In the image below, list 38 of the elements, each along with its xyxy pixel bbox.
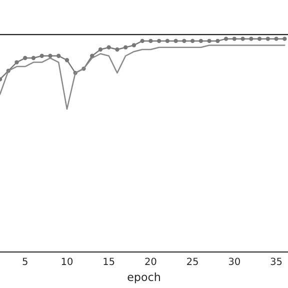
point: [98, 47, 103, 52]
point: [198, 38, 204, 44]
point: [156, 38, 162, 44]
point: [240, 36, 245, 41]
point: [207, 38, 212, 44]
x-tick-label: 30: [228, 258, 240, 266]
point: [64, 58, 70, 62]
x-tick-label: 20: [145, 258, 156, 266]
point: [232, 36, 236, 41]
point: [115, 47, 120, 52]
point: [23, 56, 28, 60]
point: [148, 38, 153, 44]
point: [190, 38, 195, 44]
point: [48, 54, 52, 58]
x-tick-label: 10: [62, 258, 73, 266]
point: [282, 36, 287, 41]
point: [14, 60, 19, 64]
point: [249, 36, 254, 41]
point: [266, 36, 270, 41]
point: [40, 54, 44, 58]
point: [31, 56, 36, 60]
point: [224, 36, 228, 41]
point: [257, 36, 262, 41]
x-tick-label: 25: [187, 258, 198, 266]
x-tick-label: 35: [270, 258, 282, 266]
x-tick-label: 5: [22, 258, 28, 266]
x-tick-label: 15: [104, 258, 114, 266]
x-axis-title: epoch: [128, 272, 160, 284]
point: [165, 38, 170, 44]
point: [56, 54, 61, 58]
point: [182, 38, 186, 44]
point: [106, 45, 111, 50]
point: [174, 38, 178, 44]
point: [216, 38, 220, 44]
point: [274, 36, 278, 41]
point: [140, 38, 144, 44]
point: [124, 45, 128, 50]
point: [132, 43, 136, 48]
